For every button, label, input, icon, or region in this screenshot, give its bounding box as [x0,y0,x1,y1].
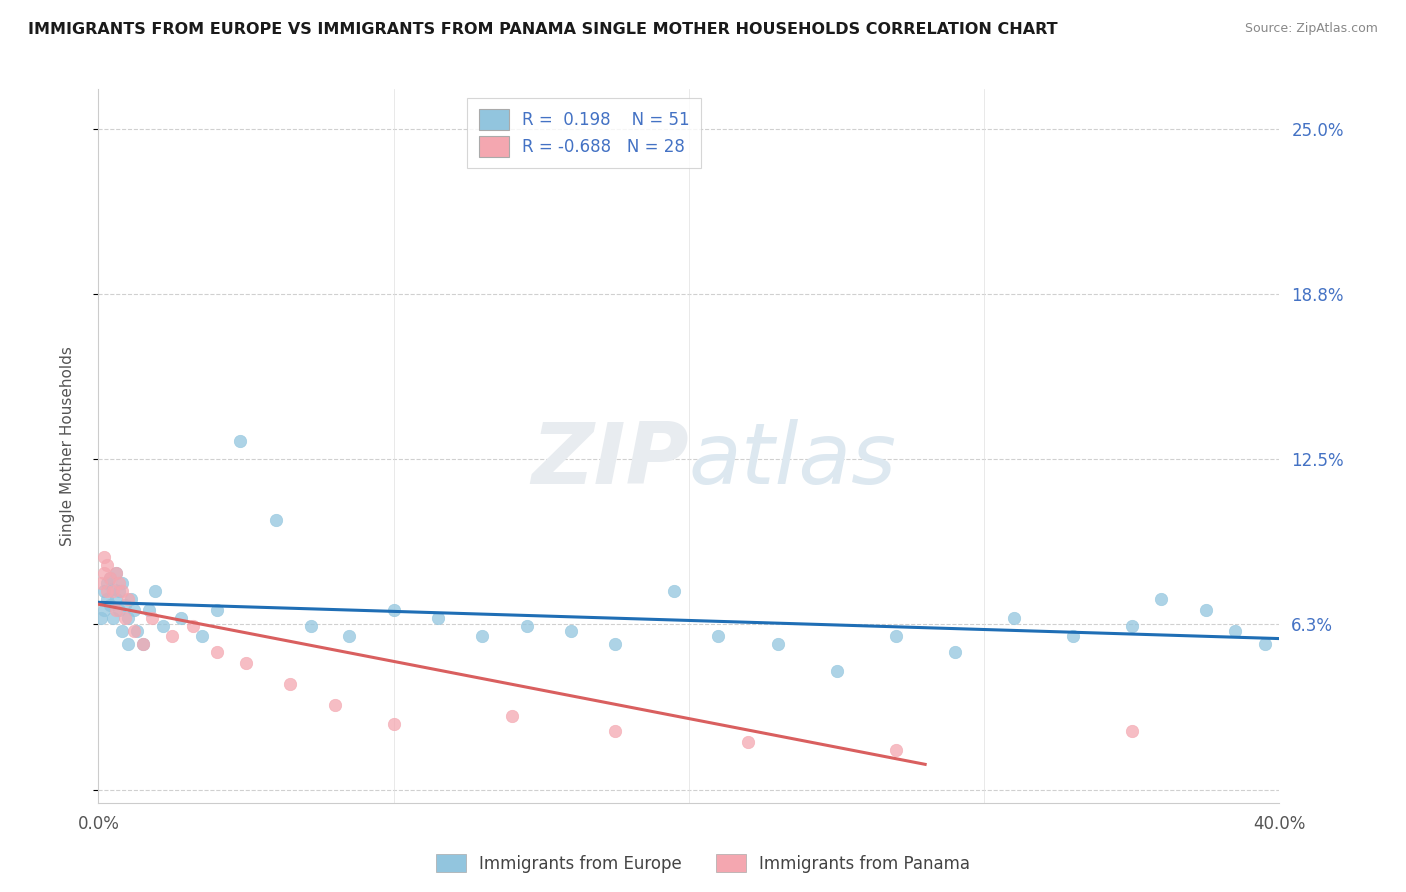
Point [664,584,686,599]
Point [138,603,160,617]
Point [111,624,134,638]
Point [108,584,131,599]
Point [323,698,346,712]
Point [1225,624,1247,638]
Point [132,637,155,651]
Text: IMMIGRANTS FROM EUROPE VS IMMIGRANTS FROM PANAMA SINGLE MOTHER HOUSEHOLDS CORREL: IMMIGRANTS FROM EUROPE VS IMMIGRANTS FRO… [28,22,1057,37]
Point [125,624,148,638]
Point [382,716,405,731]
Point [471,629,494,643]
Point [93,549,115,564]
Text: Source: ZipAtlas.com: Source: ZipAtlas.com [1244,22,1378,36]
Point [1254,637,1277,651]
Point [96,592,118,607]
Point [152,618,174,632]
Point [162,629,183,643]
Point [516,618,538,632]
Point [339,629,361,643]
Point [170,611,193,625]
Point [90,611,112,625]
Point [93,566,115,580]
Point [96,558,118,572]
Point [111,584,134,599]
Point [108,603,131,617]
Point [105,566,128,580]
Point [1002,611,1025,625]
Point [108,576,131,591]
Point [98,571,121,585]
Point [737,735,759,749]
Point [143,584,166,599]
Point [707,629,730,643]
Point [103,582,125,596]
Point [382,603,405,617]
Point [825,664,848,678]
Point [141,611,163,625]
Point [191,629,214,643]
Point [90,576,112,591]
Point [264,513,287,527]
Point [181,618,204,632]
Point [1062,629,1084,643]
Legend: R =  0.198    N = 51, R = -0.688   N = 28: R = 0.198 N = 51, R = -0.688 N = 28 [467,97,702,169]
Text: atlas: atlas [689,418,897,502]
Point [105,603,128,617]
Point [205,603,228,617]
Point [605,724,627,739]
Point [884,629,907,643]
Point [884,743,907,757]
Point [93,584,115,599]
Point [501,708,523,723]
Point [117,611,139,625]
Point [98,598,121,612]
Point [105,566,128,580]
Point [105,592,128,607]
Legend: Immigrants from Europe, Immigrants from Panama: Immigrants from Europe, Immigrants from … [429,847,977,880]
Point [1121,618,1143,632]
Point [120,592,142,607]
Point [122,624,145,638]
Point [111,576,134,591]
Point [205,645,228,659]
Y-axis label: Single Mother Households: Single Mother Households [60,346,75,546]
Point [427,611,450,625]
Point [943,645,966,659]
Point [117,592,139,607]
Point [93,603,115,617]
Point [235,656,257,670]
Point [122,603,145,617]
Point [1121,724,1143,739]
Point [98,571,121,585]
Point [299,618,322,632]
Point [103,611,125,625]
Point [229,434,252,448]
Point [560,624,582,638]
Point [132,637,155,651]
Point [96,576,118,591]
Point [103,584,125,599]
Text: ZIP: ZIP [531,418,689,502]
Point [766,637,789,651]
Point [117,637,139,651]
Point [1150,592,1173,607]
Point [605,637,627,651]
Point [114,611,136,625]
Point [1195,603,1218,617]
Point [96,584,118,599]
Point [114,598,136,612]
Point [280,677,302,691]
